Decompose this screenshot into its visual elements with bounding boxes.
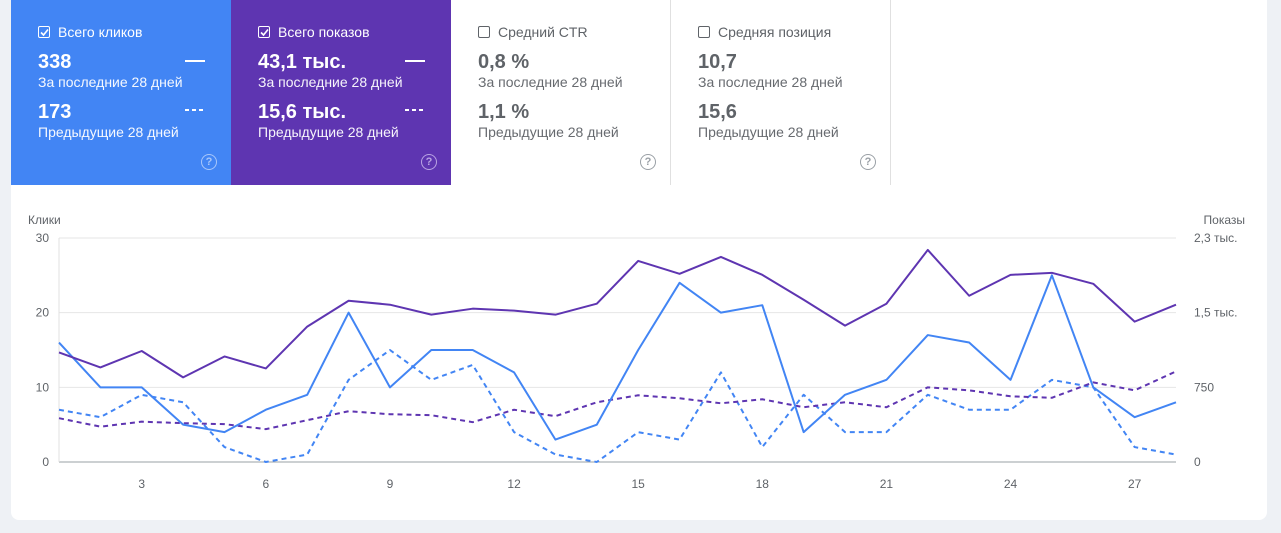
metric-card-header[interactable]: Всего показов [258,22,451,42]
y-right-tick-label: 2,3 тыс. [1194,231,1237,245]
help-icon[interactable]: ? [421,154,437,170]
y-axis-left-title: Клики [28,213,61,227]
x-tick-label: 24 [1004,477,1018,491]
metric-prev-value: 1,1 % [478,101,530,123]
y-right-tick-label: 0 [1194,455,1201,469]
metric-card-header[interactable]: Средний CTR [478,22,670,42]
impressions-dashed-series-line [58,370,1177,431]
metric-period: За последние 28 дней [698,74,843,90]
clicks-dashed-series-line [58,349,1177,463]
checkbox-unchecked-icon[interactable] [698,26,710,38]
metric-prev-period: Предыдущие 28 дней [698,124,839,140]
y-left-tick-label: 20 [36,306,50,320]
metric-card-header[interactable]: Всего кликов [38,22,231,42]
metric-period: За последние 28 дней [258,74,403,90]
metric-prev-value: 15,6 [698,101,737,123]
metric-card-position[interactable]: Средняя позиция 10,7 За последние 28 дне… [671,0,891,185]
metric-value: 0,8 % [478,51,530,73]
x-tick-label: 3 [138,477,145,491]
x-tick-label: 15 [632,477,646,491]
dashed-line-legend-icon [405,109,425,111]
metric-label: Средний CTR [498,24,588,40]
metric-label: Всего кликов [58,24,143,40]
metric-prev-period: Предыдущие 28 дней [38,124,179,140]
solid-line-legend-icon [185,60,205,62]
metric-prev-period: Предыдущие 28 дней [258,124,399,140]
metric-cards: Всего кликов 338 За последние 28 дней 17… [11,0,891,185]
metric-period: За последние 28 дней [478,74,623,90]
x-tick-label: 27 [1128,477,1142,491]
x-tick-label: 9 [387,477,394,491]
y-axis-right-title: Показы [1203,213,1245,227]
clicks-solid-series-line [58,274,1177,441]
metric-prev-value: 15,6 тыс. [258,101,347,123]
metric-label: Всего показов [278,24,370,40]
impressions-solid-series-line [58,248,1177,379]
help-icon[interactable]: ? [860,154,876,170]
metric-card-clicks[interactable]: Всего кликов 338 За последние 28 дней 17… [11,0,231,185]
metric-period: За последние 28 дней [38,74,183,90]
metric-label: Средняя позиция [718,24,832,40]
solid-line-legend-icon [405,60,425,62]
metric-value: 338 [38,51,72,73]
checkbox-checked-icon[interactable] [258,26,270,38]
x-tick-label: 18 [756,477,770,491]
y-right-tick-label: 750 [1194,380,1214,394]
metric-card-impressions[interactable]: Всего показов 43,1 тыс. За последние 28 … [231,0,451,185]
x-tick-label: 12 [507,477,521,491]
dashed-line-legend-icon [185,109,205,111]
metric-card-ctr[interactable]: Средний CTR 0,8 % За последние 28 дней 1… [451,0,671,185]
y-right-tick-label: 1,5 тыс. [1194,306,1237,320]
metric-value: 43,1 тыс. [258,51,347,73]
help-icon[interactable]: ? [201,154,217,170]
checkbox-checked-icon[interactable] [38,26,50,38]
y-left-tick-label: 10 [36,380,50,394]
metric-prev-value: 173 [38,101,72,123]
metric-value: 10,7 [698,51,737,73]
x-tick-label: 6 [263,477,270,491]
metric-card-header[interactable]: Средняя позиция [698,22,890,42]
y-left-tick-label: 0 [42,455,49,469]
x-tick-label: 21 [880,477,894,491]
y-left-tick-label: 30 [36,231,50,245]
help-icon[interactable]: ? [640,154,656,170]
checkbox-unchecked-icon[interactable] [478,26,490,38]
metric-prev-period: Предыдущие 28 дней [478,124,619,140]
